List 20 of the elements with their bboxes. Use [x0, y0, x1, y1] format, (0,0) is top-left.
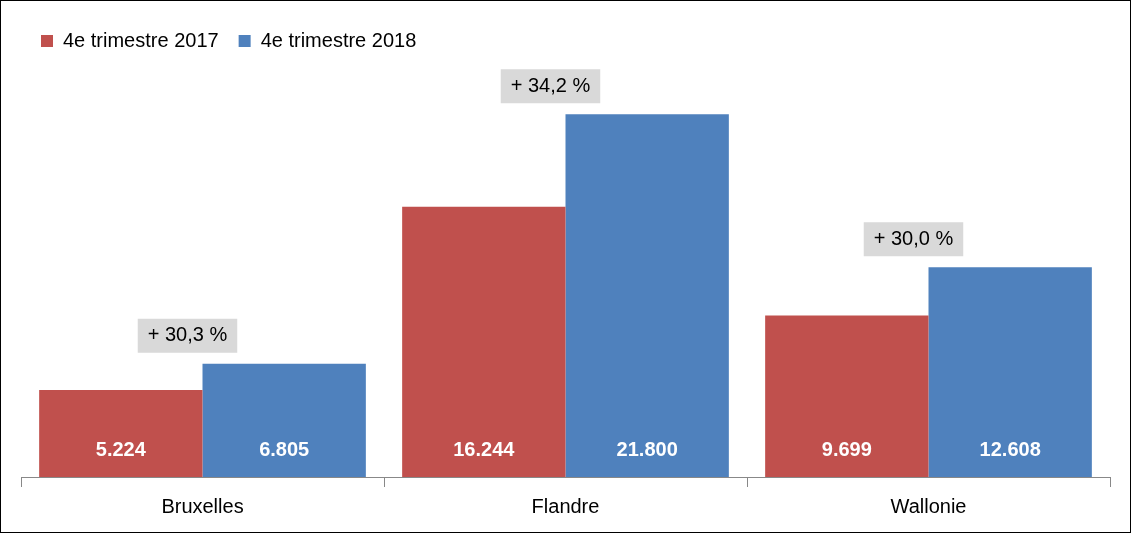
bar [402, 206, 566, 477]
annotation: + 34,2 % [510, 73, 591, 96]
annotation: + 30,0 % [873, 226, 954, 249]
data-label: 16.244 [453, 437, 516, 460]
x-tick-label: Wallonie [890, 494, 967, 517]
bar [565, 114, 729, 477]
legend-label: 4e trimestre 2018 [260, 28, 417, 51]
data-label: 21.800 [616, 437, 678, 460]
legend-label: 4e trimestre 2017 [63, 28, 219, 51]
bar [202, 363, 366, 477]
x-tick-label: Bruxelles [161, 494, 244, 517]
bar [39, 390, 203, 477]
data-label: 12.608 [979, 437, 1041, 460]
data-label: 5.224 [95, 437, 147, 460]
annotation: + 30,3 % [147, 323, 228, 346]
data-label: 9.699 [821, 437, 872, 460]
x-tick-label: Flandre [531, 494, 600, 517]
bar [765, 315, 929, 477]
data-label: 6.805 [259, 437, 310, 460]
bar [928, 267, 1092, 477]
